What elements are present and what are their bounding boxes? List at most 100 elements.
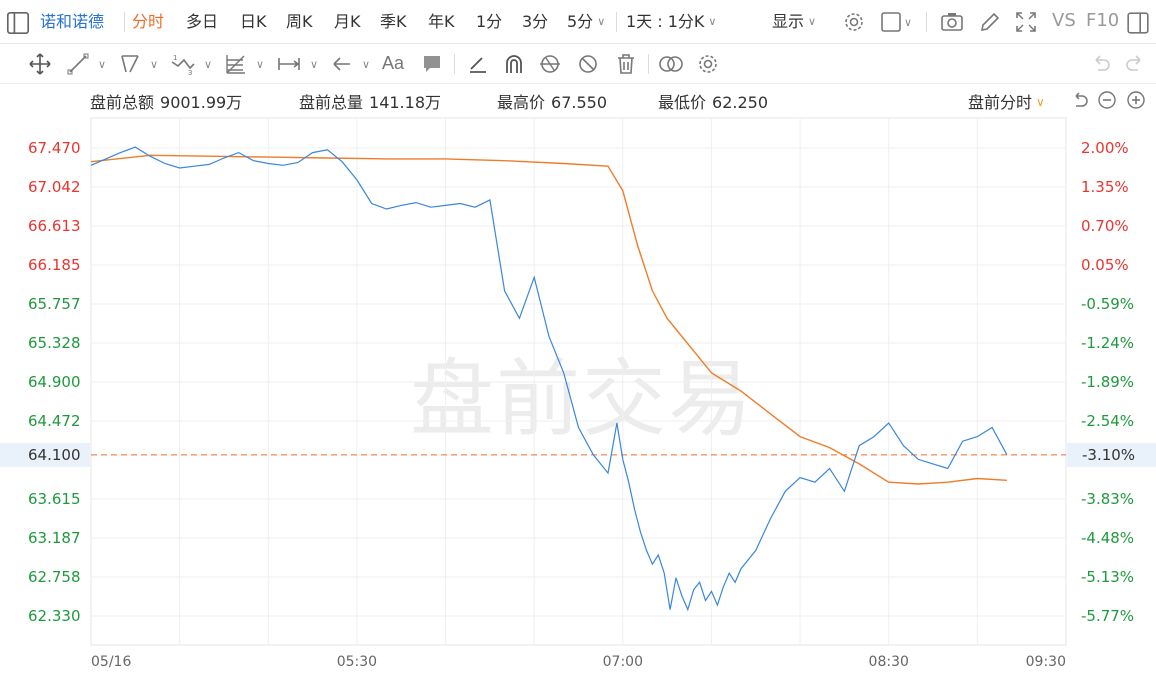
display-menu[interactable]: 显示 ∨ — [772, 11, 816, 33]
y-tick-label-right: 1.35% — [1081, 178, 1129, 196]
y-tick-label-left: 62.758 — [28, 568, 81, 586]
top-bar: 诺和诺德 分时 多日 日K 周K 月K 季K 年K 1分 3分 5分 ∨ 1天 :… — [0, 0, 1156, 44]
move-cross-icon[interactable] — [28, 52, 52, 76]
price-line — [90, 146, 1008, 612]
y-tick-label-left: 67.042 — [28, 178, 81, 196]
average-price-line — [90, 154, 1007, 485]
y-tick-label-left: 65.757 — [28, 295, 81, 313]
magnet-tool-icon[interactable] — [502, 52, 526, 76]
y-tick-label-left: 65.328 — [28, 334, 81, 352]
y-tick-label-left: 63.615 — [28, 490, 81, 508]
camera-icon[interactable] — [940, 10, 964, 34]
hide-drawing-icon[interactable] — [576, 52, 600, 76]
chevron-down-icon: ∨ — [597, 15, 606, 28]
x-tick-label: 05:30 — [337, 654, 377, 670]
redo-icon[interactable] — [1124, 52, 1148, 76]
premarket-amount: 盘前总额 9001.99万 — [90, 89, 242, 113]
chevron-down-icon[interactable]: ∨ — [362, 58, 371, 71]
info-row: 盘前总额 9001.99万 盘前总量 141.18万 最高价 67.550 最低价 62… — [0, 86, 1156, 114]
period-combo-label: 1天 : 1分K — [626, 12, 705, 31]
y-tick-label-left: 63.187 — [28, 529, 81, 547]
brush-tool-icon[interactable] — [466, 52, 490, 76]
undo-icon[interactable] — [1088, 52, 1112, 76]
y-tick-label-left: 66.185 — [28, 256, 81, 274]
f10-button[interactable]: F10 — [1086, 10, 1120, 31]
y-tick-label-right: -1.24% — [1081, 334, 1134, 352]
current-pct-value: -3.10% — [1082, 445, 1136, 464]
zoom-out-icon[interactable] — [1097, 90, 1117, 110]
tab-monthly-k[interactable]: 月K — [334, 12, 361, 31]
premarket-volume-value: 141.18万 — [369, 93, 442, 112]
chevron-down-icon[interactable]: ∨ — [204, 58, 213, 71]
y-axis-left: 67.470 67.042 66.613 66.185 65.757 65.328 64.9… — [28, 139, 81, 625]
channel-tool-icon[interactable] — [118, 52, 142, 76]
vs-button[interactable]: VS — [1052, 10, 1076, 31]
high-price: 最高价 67.550 — [497, 89, 607, 113]
chevron-down-icon[interactable]: ∨ — [904, 16, 913, 29]
x-tick-label: 05/16 — [91, 654, 131, 670]
current-price-value: 64.100 — [28, 445, 81, 464]
chevron-down-icon[interactable]: ∨ — [150, 58, 159, 71]
lock-drawing-icon[interactable] — [538, 52, 562, 76]
comment-tool-icon[interactable] — [420, 52, 444, 76]
tab-quarterly-k[interactable]: 季K — [380, 12, 407, 31]
fullscreen-icon[interactable] — [1014, 10, 1038, 34]
premarket-amount-label: 盘前总额 — [90, 93, 155, 112]
chevron-down-icon[interactable]: ∨ — [256, 58, 265, 71]
y-tick-label-left: 66.613 — [28, 217, 81, 235]
text-tool-icon[interactable]: Aa — [382, 53, 405, 73]
y-tick-label-right: 0.70% — [1081, 217, 1129, 235]
measure-tool-icon[interactable] — [276, 52, 302, 76]
arrow-tool-icon[interactable] — [330, 52, 354, 76]
layout-checkbox-icon[interactable] — [880, 10, 904, 34]
y-tick-label-right: -4.48% — [1081, 529, 1134, 547]
y-tick-label-left: 64.472 — [28, 412, 81, 430]
stock-name[interactable]: 诺和诺德 — [40, 12, 105, 31]
chart-grid — [90, 117, 1067, 646]
display-menu-label: 显示 — [772, 12, 805, 31]
fib-tool-icon[interactable] — [224, 52, 248, 76]
settings-gear-icon[interactable] — [842, 10, 866, 34]
premarket-volume-label: 盘前总量 — [299, 93, 364, 112]
y-tick-label-right: 0.05% — [1081, 256, 1129, 274]
line-tool-icon[interactable] — [66, 52, 90, 76]
y-tick-label-right: -5.77% — [1081, 607, 1134, 625]
zoom-in-icon[interactable] — [1126, 90, 1146, 110]
y-tick-label-right: 2.00% — [1081, 139, 1129, 157]
chevron-down-icon[interactable]: ∨ — [98, 58, 107, 71]
y-tick-label-right: -3.83% — [1081, 490, 1134, 508]
tab-multiday[interactable]: 多日 — [186, 12, 219, 31]
x-tick-label: 09:30 — [1026, 654, 1066, 670]
y-axis-right: 2.00% 1.35% 0.70% 0.05% -0.59% -1.24% -1.89% -2… — [1081, 139, 1134, 625]
tab-yearly-k[interactable]: 年K — [428, 12, 455, 31]
tab-1min[interactable]: 1分 — [476, 12, 503, 31]
tab-daily-k[interactable]: 日K — [240, 12, 267, 31]
chevron-down-icon: ∨ — [708, 15, 717, 28]
trash-icon[interactable] — [614, 52, 638, 76]
tab-3min[interactable]: 3分 — [522, 12, 549, 31]
tab-intraday[interactable]: 分时 — [132, 12, 165, 31]
premarket-volume: 盘前总量 141.18万 — [299, 89, 441, 113]
premarket-amount-value: 9001.99万 — [160, 93, 243, 112]
chevron-down-icon[interactable]: ∨ — [310, 58, 319, 71]
pencil-icon[interactable] — [978, 10, 1002, 34]
chevron-down-icon: ∨ — [808, 15, 817, 28]
tab-5min[interactable]: 5分 ∨ — [567, 11, 605, 33]
y-tick-label-right: -5.13% — [1081, 568, 1134, 586]
sidebar-panel-icon[interactable] — [1126, 11, 1149, 34]
tab-weekly-k[interactable]: 周K — [286, 12, 313, 31]
low-price-value: 62.250 — [712, 93, 768, 112]
x-axis: 05/16 05:30 07:00 08:30 09:30 — [91, 654, 1066, 670]
chart-mode-select[interactable]: 盘前分时 ∨ — [968, 89, 1045, 113]
chevron-down-icon: ∨ — [1036, 95, 1045, 109]
period-combo[interactable]: 1天 : 1分K ∨ — [626, 11, 716, 33]
current-price-tag: 64.100 — [0, 442, 90, 467]
x-tick-label: 07:00 — [603, 654, 643, 670]
sidebar-toggle-icon[interactable] — [6, 11, 30, 35]
reset-zoom-icon[interactable] — [1070, 90, 1090, 110]
toolbar-settings-icon[interactable] — [696, 52, 720, 76]
compare-icon[interactable] — [658, 52, 684, 76]
